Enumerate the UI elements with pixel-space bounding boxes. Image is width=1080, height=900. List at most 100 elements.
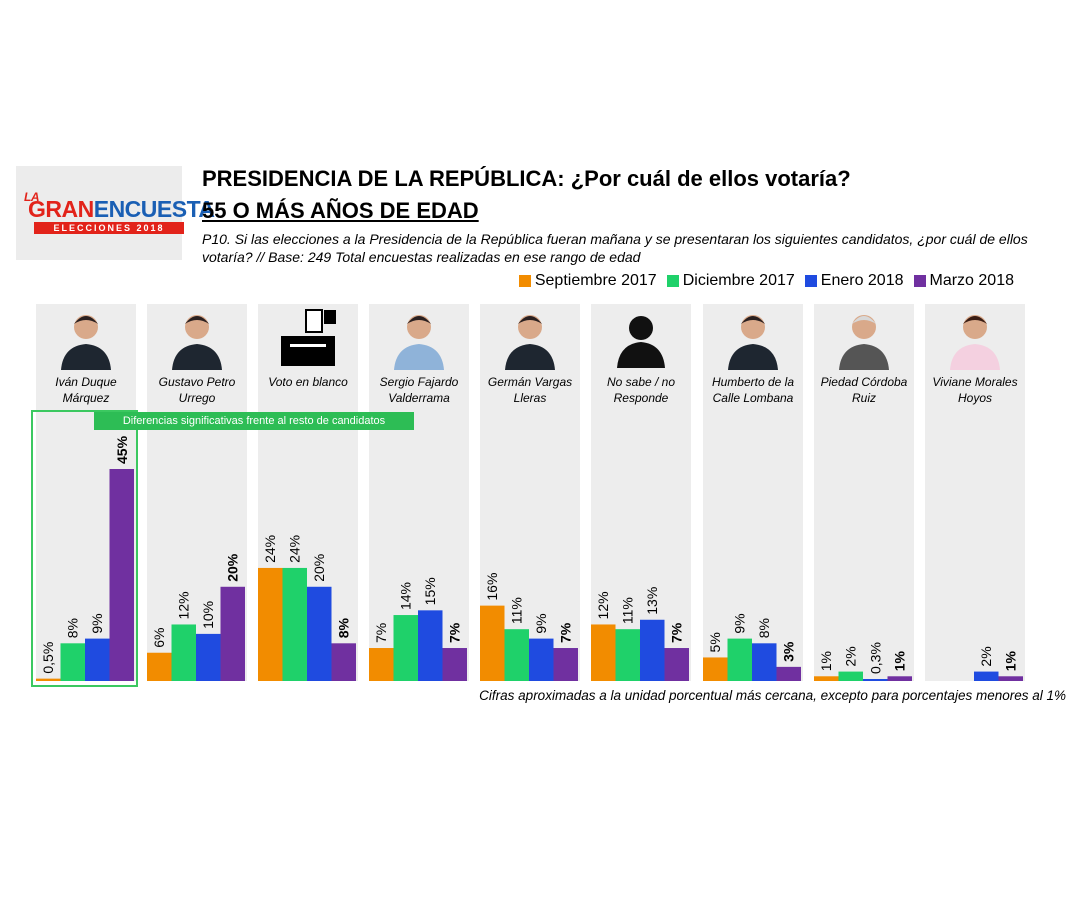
footnote: Cifras aproximadas a la unidad porcentua… [479,688,1066,703]
logo-encuesta: ENCUESTA [93,196,215,222]
data-label: 2% [843,646,859,666]
bar [553,648,578,681]
data-label: 6% [151,627,167,647]
legend-swatch [913,275,926,287]
data-label: 0,5% [40,642,56,674]
bar [998,676,1023,681]
bar [36,678,61,681]
data-label: 13% [644,587,660,615]
bar [727,638,752,681]
bar [220,586,245,681]
candidate-name-label: Humberto de la [712,375,794,389]
bar [307,586,332,681]
bar [814,676,839,681]
data-label: 2% [978,646,994,666]
candidate-name-label: Urrego [179,391,216,405]
significance-highlight-box [31,410,138,687]
bar [418,610,443,681]
unknown-person-head-icon [629,316,653,340]
chart-legend: Septiembre 2017 Diciembre 2017 Enero 2018 M… [518,272,1015,290]
legend-swatch [804,275,817,287]
data-label: 3% [781,641,797,662]
candidate-name-label: Sergio Fajardo [380,375,459,389]
ballot-slot-icon [290,344,326,347]
legend-item: Marzo 2018 [913,272,1015,290]
bar [887,676,912,681]
candidate-photo-hair [74,316,98,324]
candidate-photo-body [728,344,778,370]
data-label: 8% [336,618,352,639]
bar [752,643,777,681]
gran-encuesta-logo: LA GRANENCUESTA ELECCIONES 2018 [16,166,215,260]
data-label: 9% [89,613,105,633]
legend-item: Enero 2018 [804,272,904,290]
bar [331,643,356,681]
legend-label: Marzo 2018 [929,272,1015,289]
logo-la: LA [24,190,40,204]
candidate-name-label: Hoyos [958,391,992,405]
legend-item: Septiembre 2017 [518,272,657,290]
ballot-box-icon [281,336,335,366]
unknown-person-body-icon [617,342,665,368]
data-label: 16% [484,573,500,601]
candidate-photo-body [61,344,111,370]
bar [480,605,505,681]
bar [258,567,283,681]
question-text: P10. Si las elecciones a la Presidencia … [202,231,1028,265]
data-label: 9% [533,613,549,633]
data-label: 20% [225,553,241,582]
ballot-paper-icon [305,309,323,333]
candidate-name-label: Piedad Córdoba [821,375,908,389]
candidate-photo-body [394,344,444,370]
bar [504,629,529,681]
data-label: 0,3% [867,642,883,674]
candidate-photo-body [950,344,1000,370]
bar [529,638,554,681]
bar [171,624,196,681]
candidate-photo-body [839,344,889,370]
candidate-name-label: Voto en blanco [268,375,348,389]
bar [369,648,394,681]
bar [776,666,801,681]
bar [196,633,221,681]
bar [282,567,307,681]
bar [85,638,110,681]
candidate-name-label: Ruiz [852,391,876,405]
bar [664,648,689,681]
significance-label: Diferencias significativas frente al res… [94,412,414,430]
bar [442,648,467,681]
data-label: 5% [707,632,723,652]
bar [838,671,863,681]
bar [863,679,888,681]
data-label: 1% [1003,651,1019,672]
data-label: 12% [595,591,611,619]
legend-item: Diciembre 2017 [666,272,795,290]
data-label: 7% [669,622,685,643]
data-label: 7% [373,623,389,643]
ballot-hand-icon [324,310,336,324]
candidate-name-label: Iván Duque [55,375,117,389]
legend-label: Septiembre 2017 [534,272,657,289]
logo-gran: GRAN [28,196,94,222]
candidate-photo-body [172,344,222,370]
bar [147,652,172,681]
candidate-photo-hair [852,316,876,324]
data-label: 9% [732,613,748,633]
page-subtitle: 55 O MÁS AÑOS DE EDAD [202,198,479,223]
bar [591,624,616,681]
candidate-photo-hair [185,316,209,324]
logo-subtitle: ELECCIONES 2018 [34,222,184,234]
data-label: 1% [892,651,908,672]
candidate-name-label: No sabe / no [607,375,675,389]
page-title: PRESIDENCIA DE LA REPÚBLICA: ¿Por cuál d… [202,166,851,191]
data-label: 8% [756,618,772,638]
data-label: 7% [447,622,463,643]
candidate-name-label: Responde [614,391,669,405]
bar [703,657,728,681]
bar [60,643,85,681]
bar [640,619,665,681]
candidate-name-label: Gustavo Petro [159,375,236,389]
candidate-name-label: Calle Lombana [713,391,794,405]
bar [615,629,640,681]
